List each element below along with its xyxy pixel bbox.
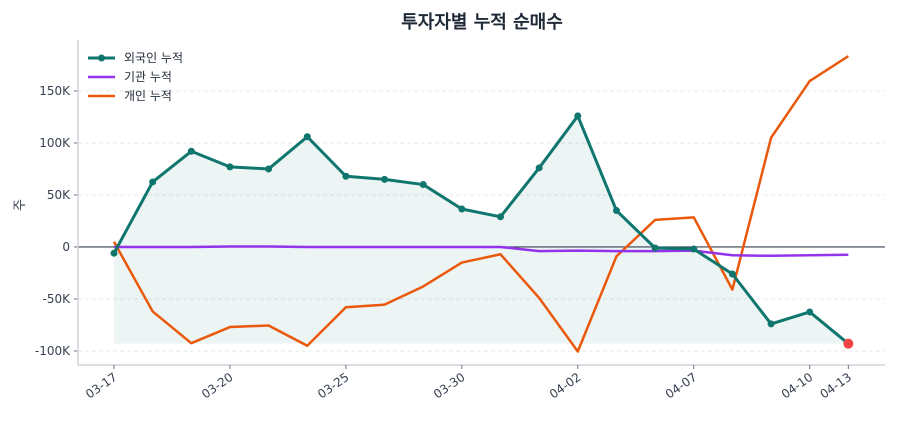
data-point: [381, 175, 389, 183]
chart-title: 투자자별 누적 순매수: [401, 12, 563, 33]
legend-marker: [98, 54, 105, 62]
data-point: [458, 205, 466, 213]
data-point: [767, 320, 775, 328]
y-tick-label: -50K: [43, 292, 72, 306]
y-tick-label: 150K: [39, 84, 71, 98]
data-point: [497, 213, 504, 221]
last-point-marker: [843, 338, 854, 349]
x-tick-label: 03-25: [315, 370, 352, 401]
x-tick-label: 04-13: [817, 370, 854, 401]
series-lines: [110, 55, 854, 353]
data-point: [574, 112, 582, 120]
data-point: [149, 178, 157, 186]
data-point: [110, 249, 118, 257]
data-point: [612, 207, 620, 215]
area-fill: [114, 115, 849, 344]
data-point: [187, 147, 195, 155]
y-tick-label: -100K: [35, 344, 71, 358]
x-tick-label: 03-20: [199, 370, 236, 401]
data-point: [419, 181, 427, 189]
data-point: [226, 163, 234, 171]
series-line: [112, 114, 850, 345]
y-tick-label: 100K: [39, 136, 71, 150]
data-point: [303, 133, 311, 141]
legend-label: 기관 누적: [124, 70, 172, 84]
legend-label: 개인 누적: [124, 89, 172, 103]
data-point: [535, 164, 543, 172]
series-line: [114, 245, 849, 258]
data-point: [690, 245, 698, 253]
x-tick-label: 03-30: [431, 370, 468, 401]
x-tick-label: 03-17: [83, 370, 120, 401]
y-tick-label: 50K: [47, 188, 71, 202]
area-fill-외국인 누적: [114, 115, 849, 344]
data-point: [651, 244, 659, 252]
x-tick-label: 04-07: [663, 370, 700, 401]
data-point: [728, 270, 736, 278]
data-point: [265, 165, 273, 173]
data-point: [342, 172, 350, 180]
series-line: [112, 55, 850, 353]
data-point: [806, 308, 814, 316]
y-tick-label: 0: [62, 240, 70, 254]
legend-label: 외국인 누적: [124, 51, 183, 65]
y-axis-label: 주: [13, 199, 28, 211]
x-tick-label: 04-02: [547, 370, 584, 401]
x-tick-label: 04-10: [779, 370, 816, 401]
